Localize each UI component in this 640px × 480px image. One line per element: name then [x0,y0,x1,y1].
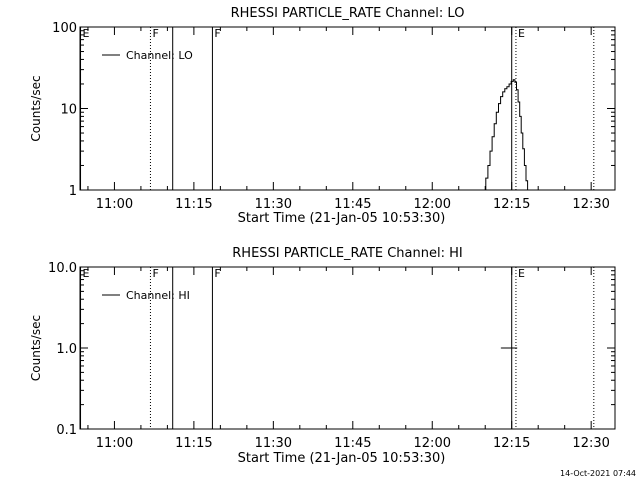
y-tick-label: 10.0 [48,261,77,276]
event-marker-label: F [152,267,158,280]
x-tick-label: 12:15 [493,436,530,451]
data-point [506,86,508,88]
event-marker-label: E [83,267,90,280]
event-marker-label: F [214,27,220,40]
x-tick-label: 12:15 [493,197,530,212]
data-point [498,103,499,104]
data-point [524,165,525,166]
series-line-0 [483,79,529,191]
y-axis-label: Counts/sec [29,75,43,141]
footer-timestamp: 14-Oct-2021 07:44 [560,469,636,478]
x-tick-label: 12:00 [414,436,451,451]
x-axis-label: Start Time (21-Jan-05 10:53:30) [238,211,446,226]
data-point [502,91,504,93]
data-point [487,165,489,166]
data-point [517,101,519,103]
data-point [493,123,495,125]
y-axis-label: Counts/sec [29,315,43,381]
data-point [483,189,485,191]
data-point [527,189,528,191]
data-point [485,177,487,179]
data-point [525,180,527,182]
data-point [500,96,501,97]
y-tick-label: 0.1 [56,423,77,438]
event-marker-label: E [83,27,90,40]
chart-panel-hi: RHESSI PARTICLE_RATE Channel: HI E F F E 11:0… [29,246,616,466]
data-point [504,88,506,90]
legend-label: Channel: LO [126,49,193,62]
x-tick-label: 11:30 [255,436,292,451]
chart-title: RHESSI PARTICLE_RATE Channel: HI [232,246,462,261]
data-point [495,111,497,113]
data-point [489,150,491,152]
x-tick-label: 11:30 [255,197,292,212]
x-tick-label: 12:30 [572,197,609,212]
data-point [510,81,512,82]
y-tick-label: 1 [69,184,77,199]
event-marker-label: F [152,27,158,40]
data-point [520,132,522,134]
x-tick-label: 12:00 [414,197,451,212]
x-tick-label: 11:15 [175,197,212,212]
y-tick-label: 100 [52,21,77,36]
chart-panel-lo: RHESSI PARTICLE_RATE Channel: LO E F F E 11:0… [29,6,616,226]
data-point [500,347,502,349]
data-point [519,115,521,117]
chart-title: RHESSI PARTICLE_RATE Channel: LO [231,6,465,21]
x-tick-label: 11:45 [334,436,371,451]
data-point [514,81,516,83]
x-tick-label: 12:30 [572,436,609,451]
x-axis-label: Start Time (21-Jan-05 10:53:30) [238,451,446,466]
x-tick-label: 11:45 [334,197,371,212]
event-marker-label: E [518,27,525,40]
x-tick-label: 11:00 [96,436,133,451]
x-tick-label: 11:15 [175,436,212,451]
x-tick-label: 11:00 [96,197,133,212]
legend-label: Channel: HI [126,289,190,302]
event-marker-label: E [518,267,525,280]
data-point [512,79,514,81]
event-marker-label: F [214,267,220,280]
data-point [516,347,518,349]
data-point [516,89,517,91]
y-tick-label: 1.0 [56,342,77,357]
data-point [508,83,510,85]
y-tick-label: 10 [60,103,77,118]
data-point [491,136,493,138]
data-point [522,148,524,150]
